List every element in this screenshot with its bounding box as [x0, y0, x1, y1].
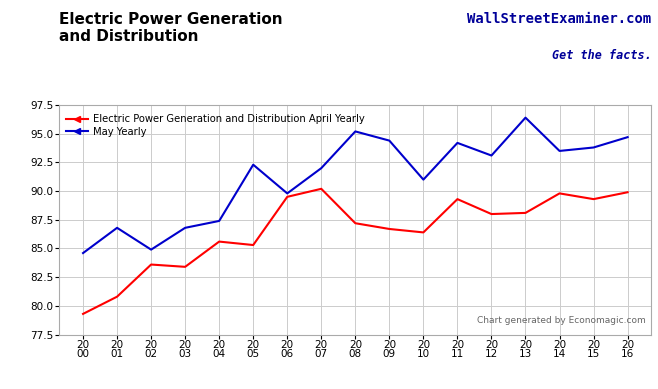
Legend: Electric Power Generation and Distribution April Yearly, May Yearly: Electric Power Generation and Distributi…	[64, 112, 367, 139]
Text: Get the facts.: Get the facts.	[551, 49, 651, 61]
Text: Chart generated by Economagic.com: Chart generated by Economagic.com	[477, 316, 645, 325]
Text: WallStreetExaminer.com: WallStreetExaminer.com	[467, 12, 651, 26]
Text: Electric Power Generation
and Distribution: Electric Power Generation and Distributi…	[59, 12, 283, 44]
